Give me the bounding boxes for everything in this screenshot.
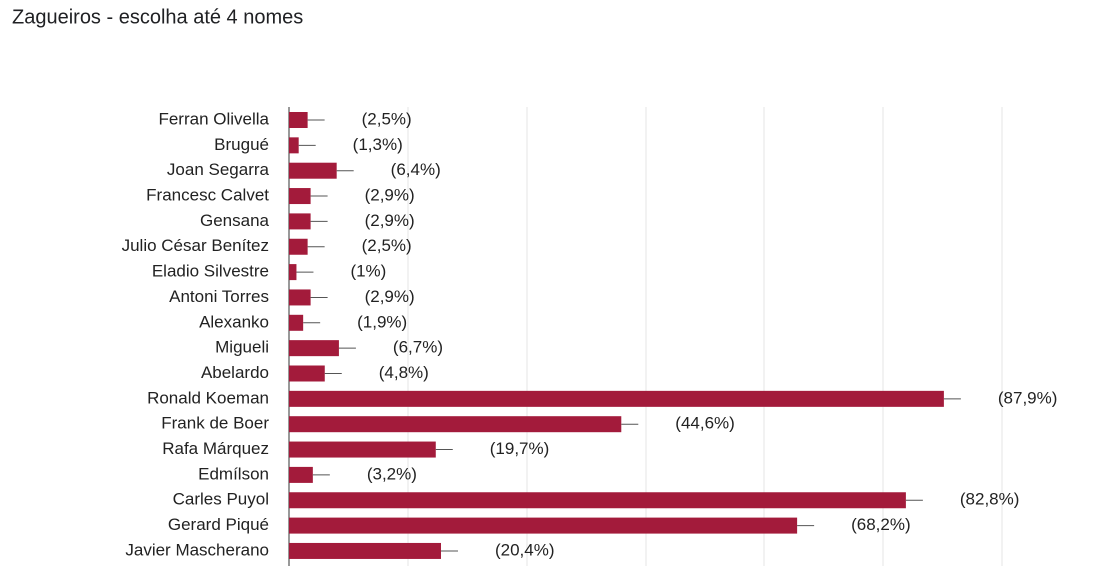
y-tick-label: Brugué: [214, 135, 269, 154]
value-label: (82,8%): [960, 490, 1020, 509]
y-tick-label: Rafa Márquez: [162, 439, 269, 458]
value-label: (1,3%): [353, 135, 403, 154]
value-label: (20,4%): [495, 540, 555, 559]
bar: [289, 466, 313, 483]
bar: [289, 213, 311, 230]
value-label: (2,9%): [365, 211, 415, 230]
value-label: (2,5%): [362, 109, 412, 128]
y-tick-label: Francesc Calvet: [146, 186, 269, 205]
y-tick-label: Carles Puyol: [173, 490, 269, 509]
y-tick-label: Alexanko: [199, 312, 269, 331]
y-tick-label: Gensana: [200, 211, 270, 230]
y-tick-label: Migueli: [215, 338, 269, 357]
y-tick-label: Abelardo: [201, 363, 269, 382]
bar: [289, 314, 304, 331]
y-tick-label: Julio César Benítez: [122, 236, 269, 255]
bar: [289, 264, 297, 281]
bar: [289, 542, 441, 559]
value-label: (2,5%): [362, 236, 412, 255]
bar: [289, 492, 906, 509]
value-label: (2,9%): [365, 186, 415, 205]
value-label: (6,7%): [393, 338, 443, 357]
bar: [289, 517, 798, 534]
chart-title: Zagueiros - escolha até 4 nomes: [12, 6, 303, 28]
value-label: (19,7%): [490, 439, 550, 458]
y-tick-label: Ronald Koeman: [147, 388, 269, 407]
grid: [407, 107, 1003, 566]
value-label: (3,2%): [367, 464, 417, 483]
bar: [289, 112, 308, 128]
bar: [289, 416, 622, 433]
bar: [289, 289, 311, 306]
bar: [289, 390, 944, 407]
y-tick-label: Javier Mascherano: [125, 540, 269, 559]
value-label: (4,8%): [379, 363, 429, 382]
bar: [289, 365, 325, 382]
value-label: (87,9%): [998, 388, 1058, 407]
y-tick-label: Antoni Torres: [169, 287, 269, 306]
bar: [289, 238, 308, 255]
value-label: (1%): [350, 262, 386, 281]
y-tick-label: Ferran Olivella: [158, 109, 269, 128]
value-label: (68,2%): [851, 515, 911, 534]
y-tick-label: Edmílson: [198, 464, 269, 483]
y-tick-label: Joan Segarra: [167, 160, 270, 179]
value-label: (6,4%): [391, 160, 441, 179]
y-tick-label: Frank de Boer: [161, 414, 269, 433]
bar: [289, 188, 311, 205]
y-tick-label: Eladio Silvestre: [152, 262, 269, 281]
bar: [289, 137, 299, 154]
bar: [289, 162, 337, 179]
value-label: (1,9%): [357, 312, 407, 331]
bar: [289, 441, 436, 458]
bar: [289, 340, 339, 357]
value-label: (44,6%): [675, 414, 735, 433]
value-label: (2,9%): [365, 287, 415, 306]
y-tick-label: Gerard Piqué: [168, 515, 269, 534]
